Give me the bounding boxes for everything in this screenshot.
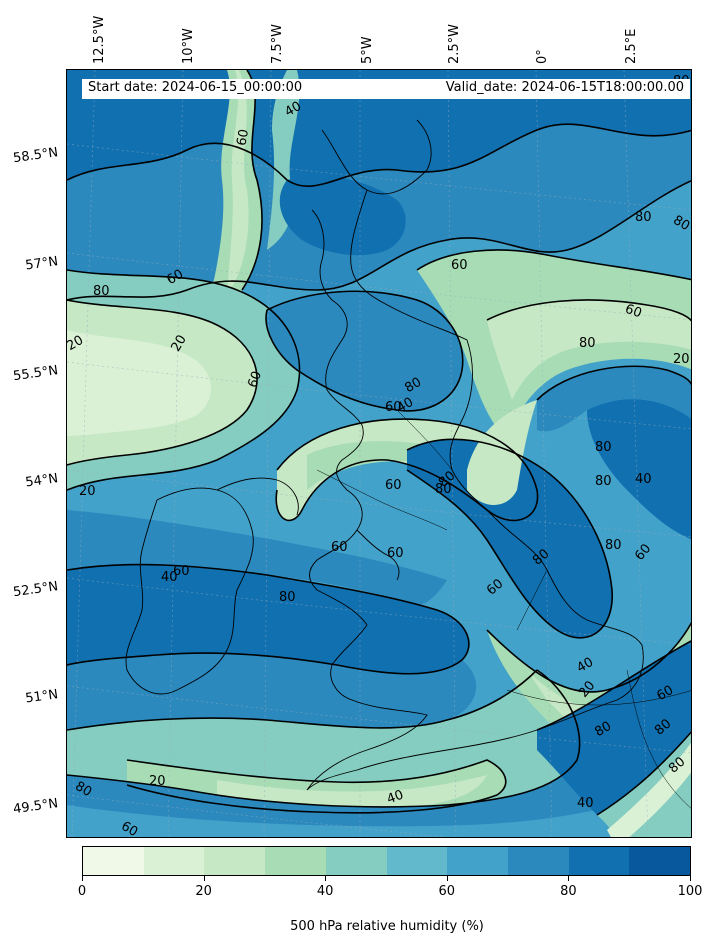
colorbar-swatch bbox=[568, 847, 630, 875]
humidity-region bbox=[67, 564, 469, 674]
latitude-label: 58.5°N bbox=[12, 145, 60, 167]
contour-label: 60 bbox=[234, 128, 253, 147]
humidity-region bbox=[607, 742, 691, 837]
contour-label: 20 bbox=[79, 484, 96, 499]
latitude-label: 55.5°N bbox=[12, 363, 60, 385]
colorbar-swatch bbox=[143, 847, 205, 875]
longitude-label: 5°W bbox=[360, 36, 375, 64]
contour-label: 60 bbox=[385, 478, 402, 493]
contour-label: 80 bbox=[579, 336, 596, 351]
colorbar-swatch bbox=[325, 847, 387, 875]
colorbar-tick bbox=[82, 876, 83, 881]
start-date-label: Start date: 2024-06-15_00:00:00 bbox=[88, 80, 303, 95]
contour-label: 40 bbox=[161, 570, 178, 585]
longitude-label: 2.5°W bbox=[447, 23, 462, 64]
humidity-region bbox=[487, 300, 691, 400]
humidity-region bbox=[67, 70, 691, 187]
longitude-label: 10°W bbox=[181, 28, 196, 64]
contour-label: 80 bbox=[595, 440, 612, 455]
humidity-region bbox=[587, 399, 691, 540]
humidity-region bbox=[67, 805, 617, 837]
humidity-region bbox=[217, 775, 487, 810]
contour-label: 20 bbox=[673, 352, 690, 367]
humidity-region bbox=[67, 653, 477, 730]
contour-label: 60 bbox=[385, 400, 402, 415]
contour-label: 80 bbox=[279, 590, 296, 605]
contour-label: 80 bbox=[605, 538, 622, 553]
contour-label: 80 bbox=[93, 284, 110, 299]
humidity-region bbox=[537, 366, 691, 432]
map-header: Start date: 2024-06-15_00:00:00 Valid_da… bbox=[82, 79, 690, 99]
valid-date-label: Valid_date: 2024-06-15T18:00:00.00 bbox=[445, 80, 684, 95]
colorbar-swatch bbox=[507, 847, 569, 875]
colorbar-swatch bbox=[447, 847, 508, 875]
contour-label: 60 bbox=[451, 258, 468, 273]
humidity-region bbox=[467, 400, 537, 505]
colorbar-swatch bbox=[629, 847, 691, 875]
humidity-region bbox=[67, 330, 211, 436]
contour-label: 60 bbox=[331, 540, 348, 555]
borders bbox=[316, 409, 691, 809]
colorbar-tick-label: 0 bbox=[77, 884, 87, 899]
humidity-region bbox=[67, 760, 620, 837]
colorbar-swatch bbox=[204, 847, 266, 875]
colorbar-tick-label: 20 bbox=[195, 884, 212, 899]
colorbar-tick bbox=[568, 876, 570, 881]
coastlines bbox=[125, 119, 644, 791]
contour-label: 40 bbox=[577, 796, 594, 811]
colorbar-label: 500 hPa relative humidity (%) bbox=[290, 919, 484, 934]
colorbar-tick-label: 80 bbox=[560, 884, 577, 899]
colorbar-swatch bbox=[386, 847, 448, 875]
contour-label: 20 bbox=[149, 774, 166, 789]
longitude-label: 7.5°W bbox=[270, 23, 285, 64]
colorbar-tick-label: 40 bbox=[316, 884, 334, 899]
colorbar-swatch bbox=[265, 847, 326, 875]
humidity-region bbox=[279, 176, 406, 256]
colorbar-swatch bbox=[83, 847, 144, 875]
colorbar bbox=[82, 846, 691, 876]
colorbar-tick bbox=[325, 876, 327, 881]
humidity-map[interactable]: 8040606020208060804060608020808080408080… bbox=[66, 69, 692, 838]
graticule bbox=[67, 70, 691, 837]
contour-label: 80 bbox=[635, 210, 652, 225]
latitude-label: 51°N bbox=[24, 687, 60, 707]
colorbar-tick bbox=[203, 876, 205, 881]
latitude-label: 52.5°N bbox=[12, 579, 60, 601]
humidity-region bbox=[227, 70, 249, 295]
colorbar-tick bbox=[446, 876, 448, 881]
map-canvas bbox=[67, 70, 691, 837]
colorbar-tick-label: 100 bbox=[677, 884, 703, 899]
latitude-label: 49.5°N bbox=[12, 796, 60, 818]
contour-label: 60 bbox=[173, 564, 190, 579]
contour-label: 60 bbox=[387, 546, 404, 561]
contour-label: 80 bbox=[435, 482, 452, 497]
longitude-label: 2.5°E bbox=[624, 28, 639, 64]
longitude-label: 12.5°W bbox=[92, 15, 107, 64]
latitude-label: 57°N bbox=[24, 254, 60, 274]
contour-lines bbox=[67, 70, 691, 816]
longitude-label: 0° bbox=[535, 49, 550, 64]
colorbar-tick-label: 60 bbox=[438, 884, 456, 899]
contour-label: 80 bbox=[595, 474, 612, 489]
humidity-region bbox=[67, 510, 447, 605]
latitude-label: 54°N bbox=[24, 471, 60, 491]
contour-label: 40 bbox=[635, 472, 652, 487]
colorbar-tick bbox=[690, 876, 691, 881]
